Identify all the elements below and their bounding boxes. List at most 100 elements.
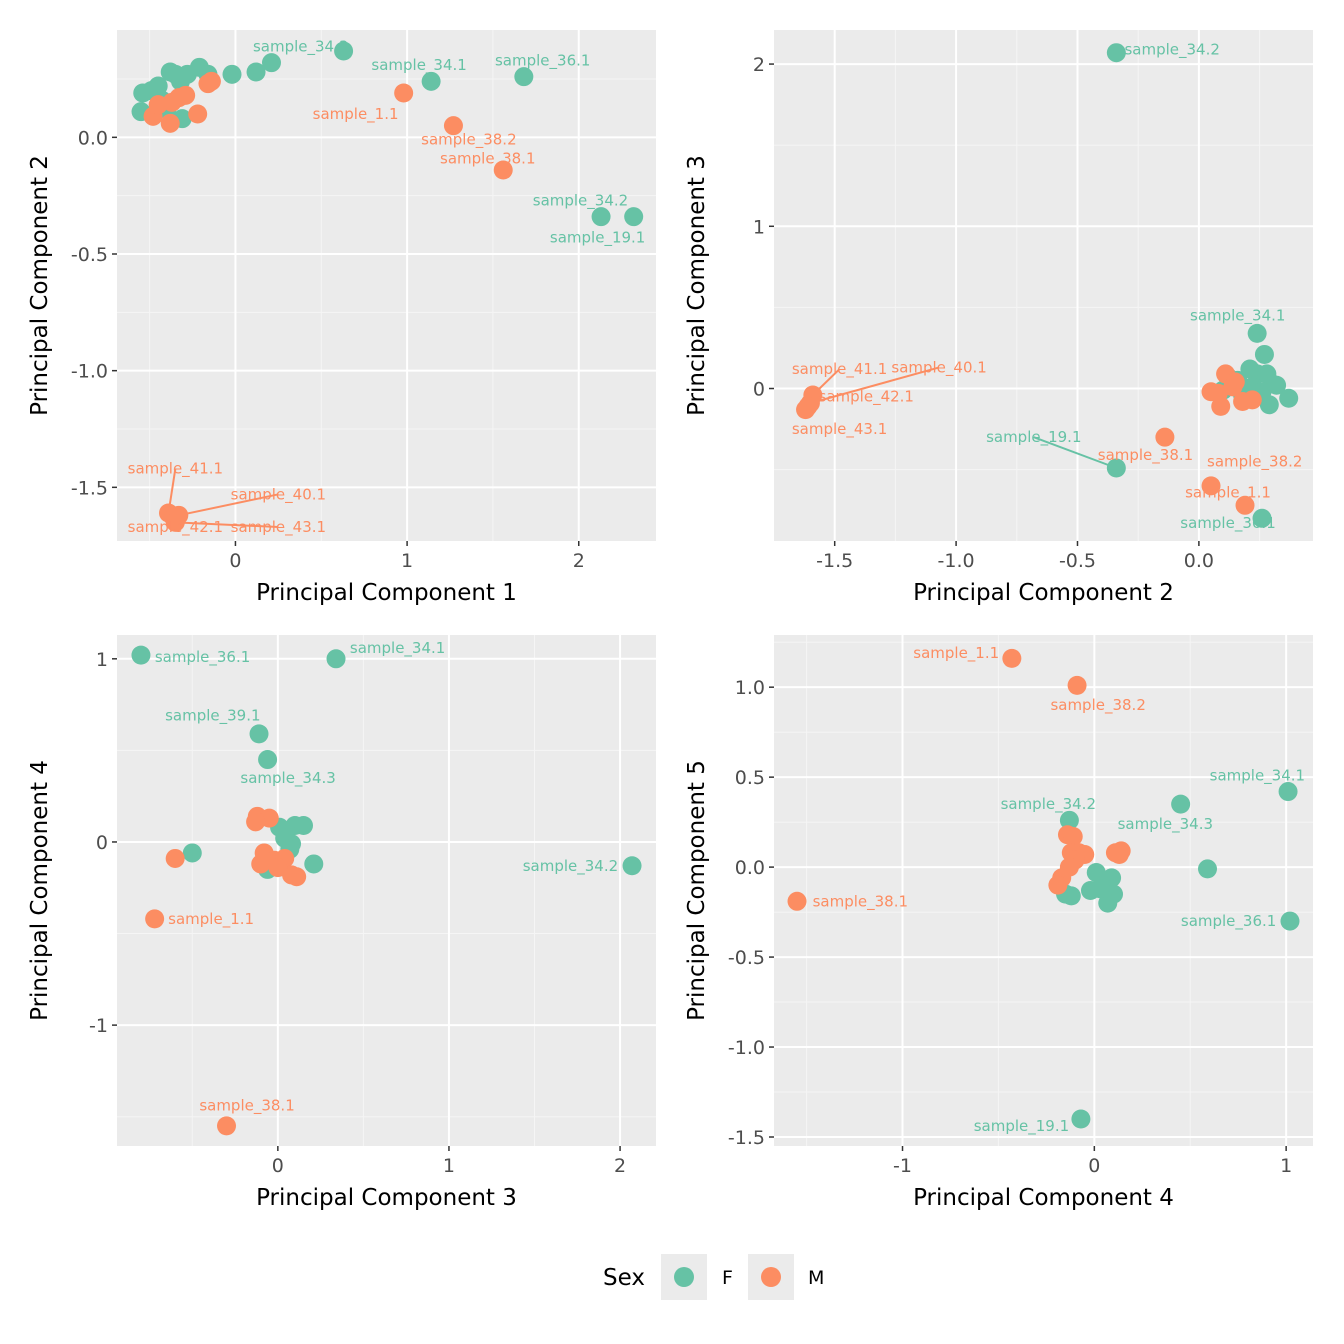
- data-point-female: [1198, 859, 1218, 879]
- label-leader-line: [810, 366, 940, 405]
- point-label: sample_42.1: [128, 518, 223, 537]
- data-point-male: [246, 812, 266, 832]
- panel-1: 0 1 2 -1.5 -1.0 -0.5 0.0 Principal Component 1 P…: [27, 30, 656, 606]
- y-tick-label: 2: [753, 54, 765, 76]
- data-point-male: [1242, 390, 1262, 410]
- point-label: sample_38.2: [1207, 453, 1302, 472]
- x-axis-title: Principal Component 1: [256, 580, 517, 606]
- point-label: sample_40.1: [231, 485, 326, 504]
- x-tick-label: -1: [893, 1155, 912, 1177]
- data-point-female: [1278, 782, 1298, 802]
- data-point-female: [1171, 794, 1191, 814]
- data-point-female: [1267, 375, 1287, 395]
- data-point-male: [1002, 648, 1022, 668]
- point-label: sample_41.1: [792, 360, 887, 379]
- point-label: sample_34.1: [371, 56, 466, 75]
- panels: 0 1 2 -1.5 -1.0 -0.5 0.0 Principal Component 1 P…: [27, 30, 1313, 1211]
- y-tick-label: 0.5: [735, 767, 765, 789]
- data-point-male: [176, 85, 196, 105]
- y-tick-label: -1.5: [71, 477, 108, 499]
- point-label: sample_36.1: [495, 51, 590, 70]
- data-point-female: [514, 67, 534, 87]
- x-tick-label: -1.0: [938, 550, 975, 572]
- data-point-female: [421, 71, 441, 91]
- data-point-female: [1098, 893, 1118, 913]
- data-point-female: [1106, 43, 1126, 63]
- data-point-male: [160, 113, 180, 133]
- legend-label-M: M: [808, 1267, 824, 1289]
- y-tick-label: 1: [96, 649, 108, 671]
- data-point-female: [1254, 344, 1274, 364]
- legend-label-F: F: [722, 1267, 733, 1289]
- data-point-female: [222, 64, 242, 84]
- data-point-male: [787, 891, 807, 911]
- point-label: sample_43.1: [792, 420, 887, 439]
- data-point-male: [493, 160, 513, 180]
- data-point-female: [182, 843, 202, 863]
- y-tick-label: -1.5: [728, 1127, 765, 1149]
- y-tick-label: 1: [753, 216, 765, 238]
- data-point-female: [258, 750, 278, 770]
- x-axis-title: Principal Component 2: [913, 580, 1174, 606]
- legend: Sex F M: [603, 1254, 824, 1300]
- x-tick-label: 1: [1280, 1155, 1292, 1177]
- y-tick-label: 0: [96, 832, 108, 854]
- point-label: sample_36.1: [1180, 514, 1275, 533]
- data-point-female: [1252, 508, 1272, 528]
- panel-background: [117, 635, 656, 1146]
- data-point-male: [287, 867, 307, 887]
- panel-3: 0 1 2 -1 0 1 Principal Component 3 Principal Co…: [27, 635, 656, 1211]
- data-point-male: [1223, 377, 1243, 397]
- panel-4: -1 0 1 -1.5 -1.0 -0.5 0.0 0.5 1.0 Principal Compo…: [684, 635, 1313, 1211]
- point-label: sample_38.2: [1050, 696, 1145, 715]
- data-point-female: [1280, 911, 1300, 931]
- data-point-male: [798, 396, 818, 416]
- x-tick-label: 0: [272, 1155, 284, 1177]
- x-tick-label: 2: [614, 1155, 626, 1177]
- y-tick-label: -0.5: [728, 947, 765, 969]
- label-leader-line: [178, 493, 279, 517]
- y-tick-label: -1.0: [71, 361, 108, 383]
- point-label: sample_38.1: [440, 149, 535, 168]
- point-label: sample_19.1: [974, 1117, 1069, 1136]
- data-point-female: [334, 41, 354, 61]
- data-point-female: [304, 854, 324, 874]
- point-label: sample_19.1: [550, 229, 645, 248]
- point-label: sample_34.1: [1190, 307, 1285, 326]
- point-label: sample_1.1: [1185, 483, 1271, 502]
- data-point-female: [249, 724, 269, 744]
- point-label: sample_36.1: [1181, 912, 1276, 931]
- point-label: sample_42.1: [819, 388, 914, 407]
- y-tick-label: -1: [89, 1015, 108, 1037]
- y-axis-title: Principal Component 5: [684, 760, 710, 1021]
- x-tick-label: 0: [229, 550, 241, 572]
- data-point-male: [1208, 383, 1228, 403]
- x-tick-label: 0.0: [1184, 550, 1214, 572]
- data-point-female: [1071, 1109, 1091, 1129]
- data-point-female: [261, 53, 281, 73]
- data-point-male: [145, 909, 165, 929]
- point-label: sample_1.1: [313, 105, 399, 124]
- point-label: sample_34.3: [1118, 815, 1213, 834]
- data-point-male: [201, 71, 221, 91]
- y-tick-label: 0.0: [735, 857, 765, 879]
- x-axis-title: Principal Component 4: [913, 1185, 1174, 1211]
- data-point-male: [188, 104, 208, 124]
- data-point-male: [1155, 427, 1175, 447]
- label-leader-line: [175, 521, 279, 528]
- legend-key-F-marker: [674, 1267, 694, 1287]
- y-axis-title: Principal Component 4: [27, 760, 53, 1021]
- data-point-male: [1048, 875, 1068, 895]
- point-label: sample_34.3: [240, 769, 335, 788]
- data-point-female: [1061, 886, 1081, 906]
- x-tick-label: 0: [1088, 1155, 1100, 1177]
- data-point-male: [1109, 845, 1129, 865]
- y-axis-title: Principal Component 3: [684, 155, 710, 416]
- point-label: sample_34.1: [350, 639, 445, 658]
- point-label: sample_34.2: [1124, 40, 1219, 59]
- y-tick-label: 1.0: [735, 677, 765, 699]
- data-point-female: [1259, 395, 1279, 415]
- data-point-male: [443, 116, 463, 136]
- y-axis-title: Principal Component 2: [27, 155, 53, 416]
